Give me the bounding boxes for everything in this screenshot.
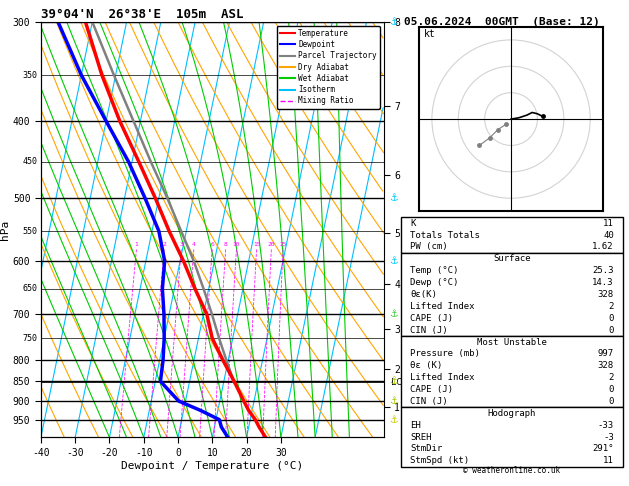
Text: 14.3: 14.3 <box>593 278 614 287</box>
Text: Totals Totals: Totals Totals <box>410 230 480 240</box>
Text: -3: -3 <box>603 433 614 442</box>
Text: 0: 0 <box>608 326 614 335</box>
Text: K: K <box>410 219 416 227</box>
Text: ⚓: ⚓ <box>389 309 398 319</box>
Text: 1: 1 <box>135 243 138 247</box>
Text: 750: 750 <box>23 333 38 343</box>
Text: Most Unstable: Most Unstable <box>477 338 547 347</box>
Text: StmSpd (kt): StmSpd (kt) <box>410 456 469 466</box>
Text: 11: 11 <box>603 219 614 227</box>
Text: ⚓: ⚓ <box>389 256 398 266</box>
Text: CIN (J): CIN (J) <box>410 326 448 335</box>
Text: CAPE (J): CAPE (J) <box>410 385 453 394</box>
Text: Pressure (mb): Pressure (mb) <box>410 349 480 358</box>
Text: 3: 3 <box>179 243 183 247</box>
Text: 997: 997 <box>598 349 614 358</box>
Text: CIN (J): CIN (J) <box>410 397 448 406</box>
Text: 328: 328 <box>598 361 614 370</box>
Text: Surface: Surface <box>493 254 531 263</box>
Text: ⚓: ⚓ <box>389 396 398 406</box>
Text: Hodograph: Hodograph <box>488 409 536 418</box>
Text: kt: kt <box>424 29 436 39</box>
Text: 2: 2 <box>608 302 614 311</box>
Bar <box>401 217 623 253</box>
Text: 0: 0 <box>608 397 614 406</box>
Text: © weatheronline.co.uk: © weatheronline.co.uk <box>464 466 560 475</box>
Text: 4: 4 <box>192 243 196 247</box>
Text: SREH: SREH <box>410 433 431 442</box>
Text: 39°04'N  26°38'E  105m  ASL: 39°04'N 26°38'E 105m ASL <box>41 8 243 21</box>
Text: 25.3: 25.3 <box>593 266 614 275</box>
Bar <box>401 336 623 407</box>
Y-axis label: km
ASL: km ASL <box>413 219 431 241</box>
Text: 650: 650 <box>23 284 38 293</box>
X-axis label: Dewpoint / Temperature (°C): Dewpoint / Temperature (°C) <box>121 461 303 470</box>
Text: ⚓: ⚓ <box>389 193 398 203</box>
Text: 450: 450 <box>23 157 38 166</box>
Text: ⚓: ⚓ <box>389 415 398 425</box>
Bar <box>401 253 623 336</box>
Text: 550: 550 <box>23 226 38 236</box>
Text: 15: 15 <box>253 243 260 247</box>
Text: 350: 350 <box>23 70 38 80</box>
Text: 0: 0 <box>608 385 614 394</box>
Text: 11: 11 <box>603 456 614 466</box>
Text: Lifted Index: Lifted Index <box>410 302 475 311</box>
Text: 328: 328 <box>598 290 614 299</box>
Text: θε (K): θε (K) <box>410 361 442 370</box>
Text: ⚓: ⚓ <box>389 376 398 386</box>
Text: 20: 20 <box>267 243 275 247</box>
Text: 1.62: 1.62 <box>593 243 614 251</box>
Text: Dewp (°C): Dewp (°C) <box>410 278 459 287</box>
Text: 8: 8 <box>224 243 228 247</box>
Text: StmDir: StmDir <box>410 445 442 453</box>
Text: CAPE (J): CAPE (J) <box>410 314 453 323</box>
Text: 0: 0 <box>608 314 614 323</box>
Text: ⚓: ⚓ <box>389 17 398 27</box>
Text: 25: 25 <box>279 243 287 247</box>
Text: θε(K): θε(K) <box>410 290 437 299</box>
Text: LCL: LCL <box>391 378 407 387</box>
Text: 10: 10 <box>233 243 240 247</box>
Text: 40: 40 <box>603 230 614 240</box>
Text: -33: -33 <box>598 421 614 430</box>
Text: EH: EH <box>410 421 421 430</box>
Text: 2: 2 <box>608 373 614 382</box>
Text: Lifted Index: Lifted Index <box>410 373 475 382</box>
Text: PW (cm): PW (cm) <box>410 243 448 251</box>
Text: 05.06.2024  00GMT  (Base: 12): 05.06.2024 00GMT (Base: 12) <box>404 17 599 27</box>
Text: 6: 6 <box>210 243 214 247</box>
Y-axis label: hPa: hPa <box>0 220 10 240</box>
Text: 2: 2 <box>162 243 166 247</box>
Text: Temp (°C): Temp (°C) <box>410 266 459 275</box>
Bar <box>401 407 623 467</box>
Legend: Temperature, Dewpoint, Parcel Trajectory, Dry Adiabat, Wet Adiabat, Isotherm, Mi: Temperature, Dewpoint, Parcel Trajectory… <box>277 26 380 108</box>
Text: 291°: 291° <box>593 445 614 453</box>
